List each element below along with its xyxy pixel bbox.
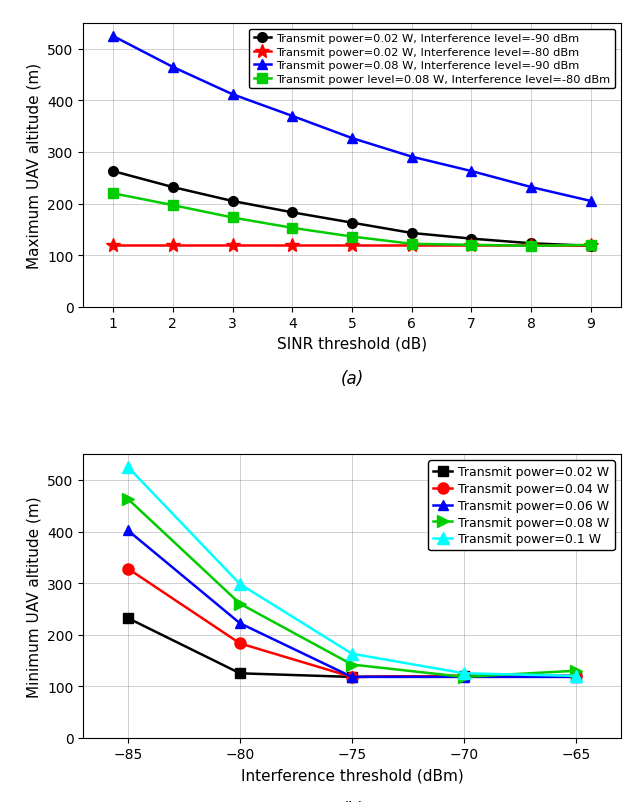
Transmit power=0.1 W [124,463,132,472]
Transmit power=0.02 W, Interference level=-80 dBm [408,241,415,250]
Legend: Transmit power=0.02 W, Transmit power=0.04 W, Transmit power=0.06 W, Transmit po: Transmit power=0.02 W, Transmit power=0.… [428,461,614,551]
Transmit power=0.08 W [348,660,356,670]
Line: Transmit power=0.02 W, Interference level=-90 dBm: Transmit power=0.02 W, Interference leve… [108,167,596,251]
Legend: Transmit power=0.02 W, Interference level=-90 dBm, Transmit power=0.02 W, Interf: Transmit power=0.02 W, Interference leve… [249,30,615,89]
Transmit power=0.08 W, Interference level=-90 dBm [169,63,177,73]
Transmit power=0.02 W, Interference level=-80 dBm [109,241,117,250]
Transmit power level=0.08 W, Interference level=-80 dBm [468,241,476,250]
Transmit power=0.02 W, Interference level=-80 dBm [468,241,476,250]
Transmit power=0.08 W, Interference level=-90 dBm [289,112,296,122]
Transmit power=0.02 W, Interference level=-90 dBm [587,241,595,251]
X-axis label: SINR threshold (dB): SINR threshold (dB) [277,337,427,351]
Text: (b): (b) [340,800,364,802]
Line: Transmit power=0.06 W: Transmit power=0.06 W [123,526,581,682]
Transmit power level=0.08 W, Interference level=-80 dBm [109,189,117,199]
Line: Transmit power level=0.08 W, Interference level=-80 dBm: Transmit power level=0.08 W, Interferenc… [108,189,596,251]
Transmit power=0.02 W, Interference level=-80 dBm [527,241,535,250]
Line: Transmit power=0.02 W, Interference level=-80 dBm: Transmit power=0.02 W, Interference leve… [106,238,598,253]
Transmit power=0.08 W, Interference level=-90 dBm [109,32,117,42]
Transmit power=0.02 W, Interference level=-90 dBm [468,234,476,244]
Transmit power=0.02 W, Interference level=-90 dBm [228,197,236,207]
X-axis label: Interference threshold (dBm): Interference threshold (dBm) [241,767,463,782]
Transmit power level=0.08 W, Interference level=-80 dBm [348,233,356,242]
Transmit power=0.1 W [236,580,244,589]
Transmit power=0.02 W, Interference level=-80 dBm [169,241,177,250]
Transmit power=0.06 W [348,672,356,682]
Transmit power=0.04 W [572,671,580,681]
Transmit power=0.08 W, Interference level=-90 dBm [468,167,476,176]
Transmit power=0.06 W [572,672,580,682]
Transmit power=0.08 W, Interference level=-90 dBm [527,183,535,192]
Transmit power=0.02 W, Interference level=-80 dBm [587,241,595,250]
Transmit power=0.02 W, Interference level=-90 dBm [109,167,117,176]
Line: Transmit power=0.08 W, Interference level=-90 dBm: Transmit power=0.08 W, Interference leve… [108,32,596,207]
Transmit power=0.02 W [124,614,132,623]
Transmit power=0.06 W [460,672,468,682]
Transmit power=0.08 W [236,599,244,609]
Transmit power level=0.08 W, Interference level=-80 dBm [289,224,296,233]
Transmit power=0.04 W [348,672,356,682]
Transmit power=0.04 W [124,564,132,573]
Transmit power=0.02 W, Interference level=-80 dBm [348,241,356,250]
Transmit power=0.02 W [572,671,580,681]
Transmit power=0.02 W, Interference level=-90 dBm [527,239,535,249]
Line: Transmit power=0.1 W: Transmit power=0.1 W [122,462,582,682]
Transmit power=0.08 W, Interference level=-90 dBm [587,197,595,207]
Transmit power=0.1 W [460,669,468,678]
Transmit power=0.1 W [572,671,580,681]
Transmit power level=0.08 W, Interference level=-80 dBm [169,201,177,211]
Transmit power=0.02 W [236,669,244,678]
Transmit power=0.08 W, Interference level=-90 dBm [228,91,236,100]
Transmit power level=0.08 W, Interference level=-80 dBm [228,213,236,223]
Transmit power level=0.08 W, Interference level=-80 dBm [408,240,415,249]
Transmit power=0.02 W, Interference level=-90 dBm [289,209,296,218]
Transmit power=0.08 W [572,666,580,676]
Transmit power=0.02 W, Interference level=-80 dBm [228,241,236,250]
Transmit power level=0.08 W, Interference level=-80 dBm [527,241,535,251]
Transmit power=0.02 W, Interference level=-90 dBm [348,219,356,229]
Transmit power=0.02 W, Interference level=-90 dBm [169,183,177,192]
Y-axis label: Minimum UAV altitude (m): Minimum UAV altitude (m) [26,496,42,697]
Transmit power=0.08 W [124,495,132,504]
Text: (a): (a) [340,370,364,387]
Transmit power=0.02 W, Interference level=-90 dBm [408,229,415,238]
Transmit power=0.1 W [348,649,356,658]
Transmit power=0.06 W [124,526,132,536]
Line: Transmit power=0.02 W: Transmit power=0.02 W [123,614,581,682]
Transmit power=0.04 W [236,638,244,648]
Transmit power=0.02 W [460,671,468,681]
Transmit power=0.08 W, Interference level=-90 dBm [348,134,356,144]
Transmit power=0.04 W [460,671,468,681]
Line: Transmit power=0.08 W: Transmit power=0.08 W [122,494,582,683]
Y-axis label: Maximum UAV altitude (m): Maximum UAV altitude (m) [26,63,42,269]
Transmit power=0.02 W, Interference level=-80 dBm [289,241,296,250]
Line: Transmit power=0.04 W: Transmit power=0.04 W [122,563,582,683]
Transmit power level=0.08 W, Interference level=-80 dBm [587,241,595,250]
Transmit power=0.08 W [460,672,468,682]
Transmit power=0.06 W [236,618,244,628]
Transmit power=0.08 W, Interference level=-90 dBm [408,152,415,162]
Transmit power=0.02 W [348,672,356,682]
